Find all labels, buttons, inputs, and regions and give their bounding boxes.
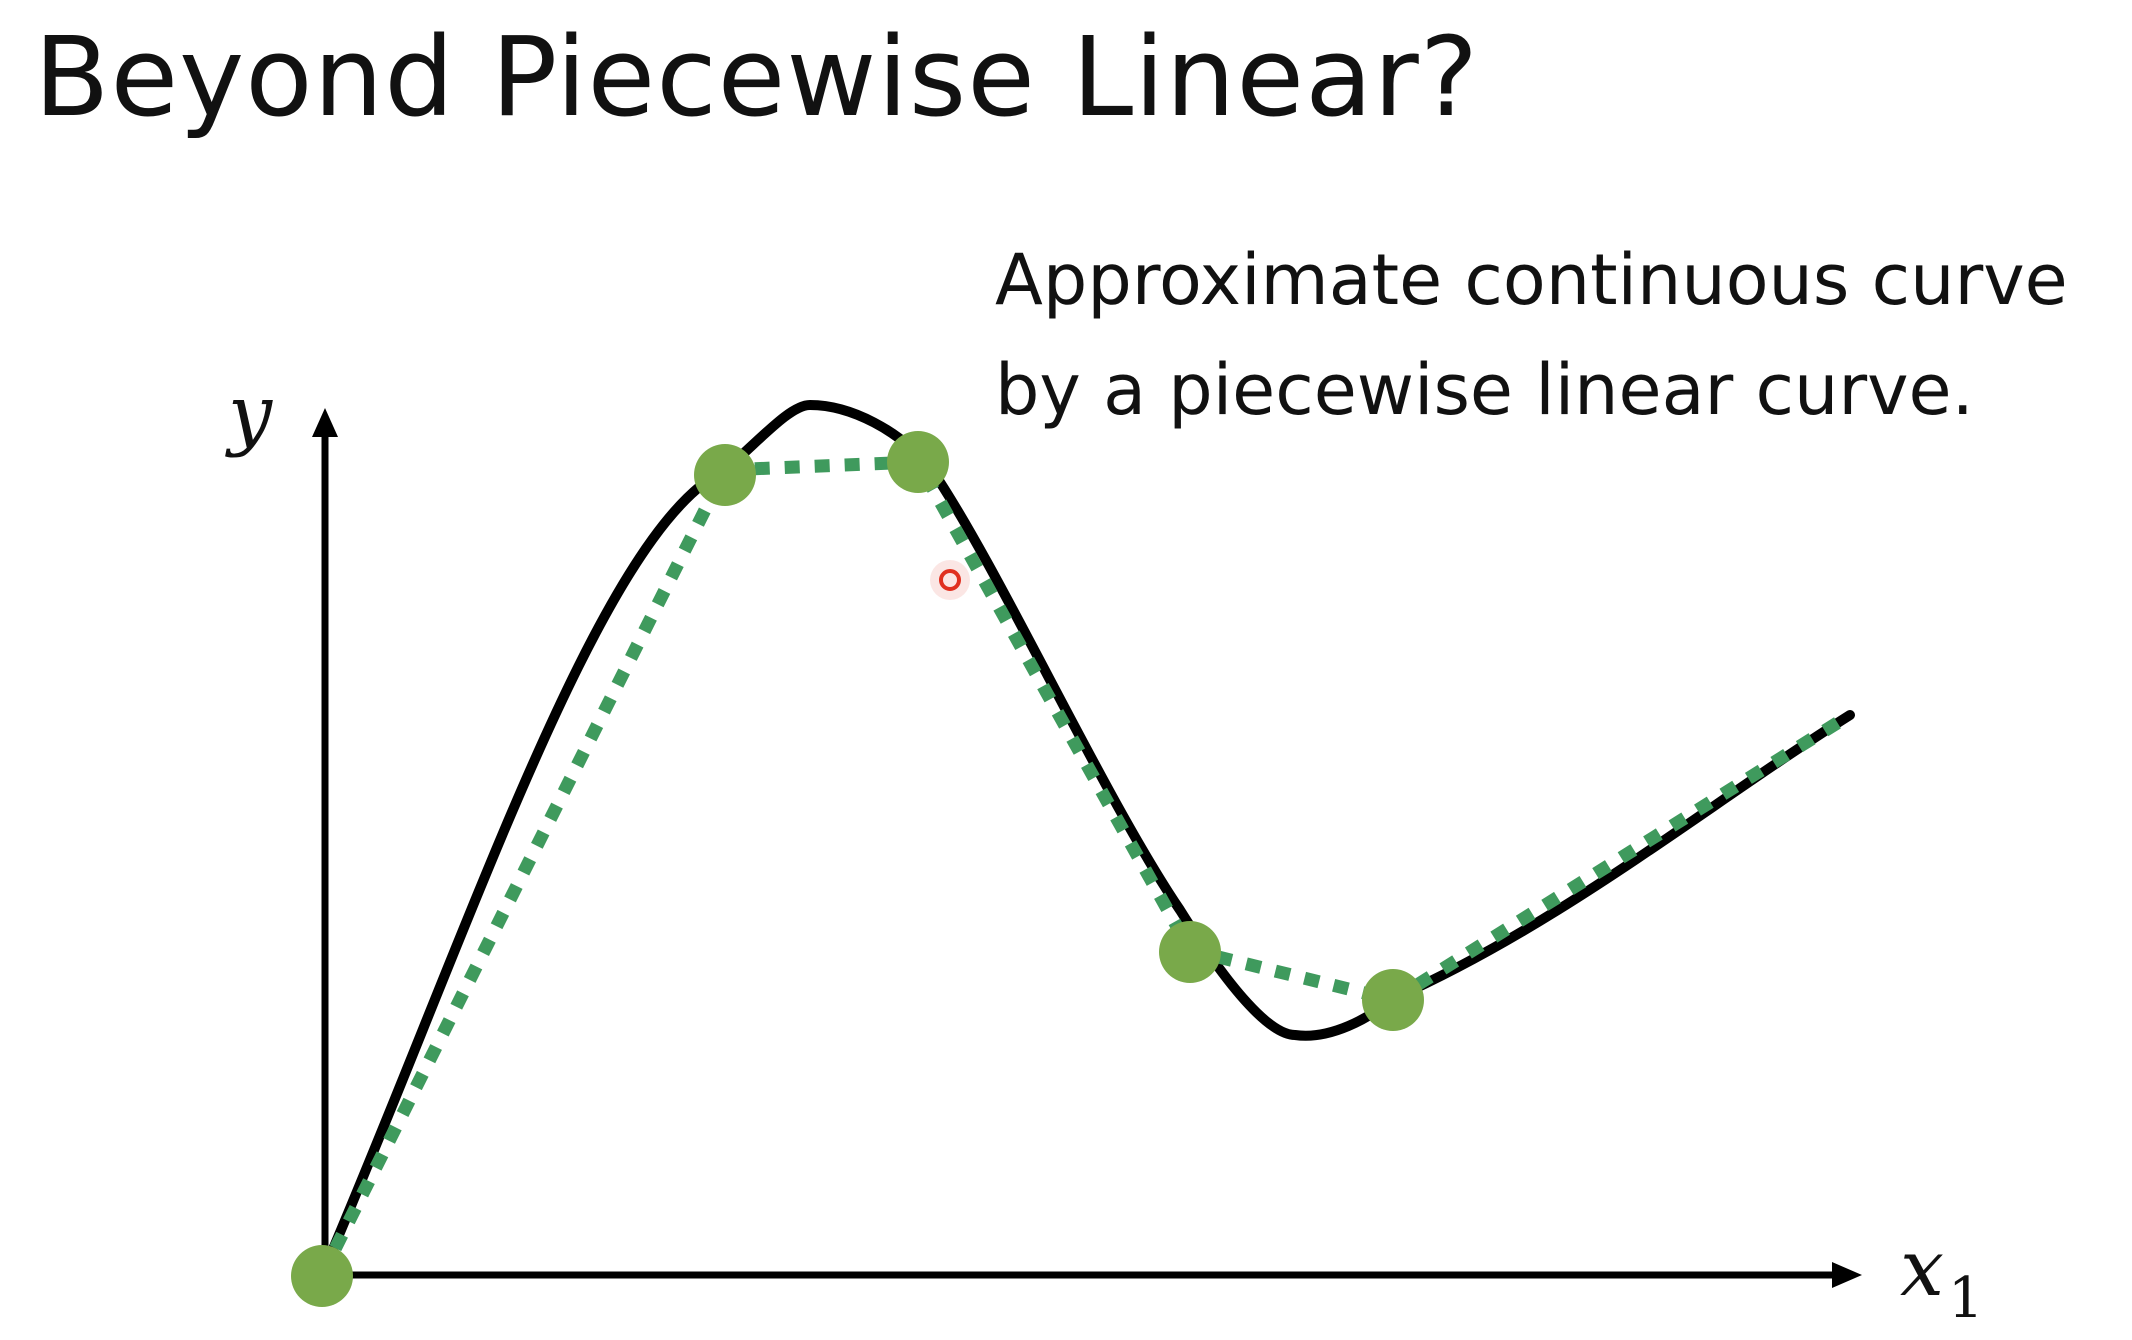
knot-point (1159, 921, 1221, 983)
continuous-curve (317, 400, 1855, 1280)
knot-point (887, 431, 949, 493)
knot-point (1362, 969, 1424, 1031)
caption: Approximate continuous curve by a piecew… (995, 225, 2068, 445)
x-axis-arrowhead (1832, 1262, 1862, 1288)
knot-point (291, 1245, 353, 1307)
pointer-dot-icon (930, 560, 970, 600)
y-axis-arrowhead (312, 408, 338, 437)
caption-line-2: by a piecewise linear curve. (995, 349, 1974, 431)
x-axis-label-main: x (1900, 1224, 1944, 1314)
y-axis-label: y (225, 369, 273, 459)
piecewise-linear-curve (316, 455, 1854, 1278)
x-axis-label: x1 (1900, 1224, 1984, 1331)
slide-title: Beyond Piecewise Linear? (34, 13, 1480, 141)
caption-line-1: Approximate continuous curve (995, 239, 2068, 321)
knot-point (694, 444, 756, 506)
x-axis-label-subscript: 1 (1948, 1266, 1984, 1331)
